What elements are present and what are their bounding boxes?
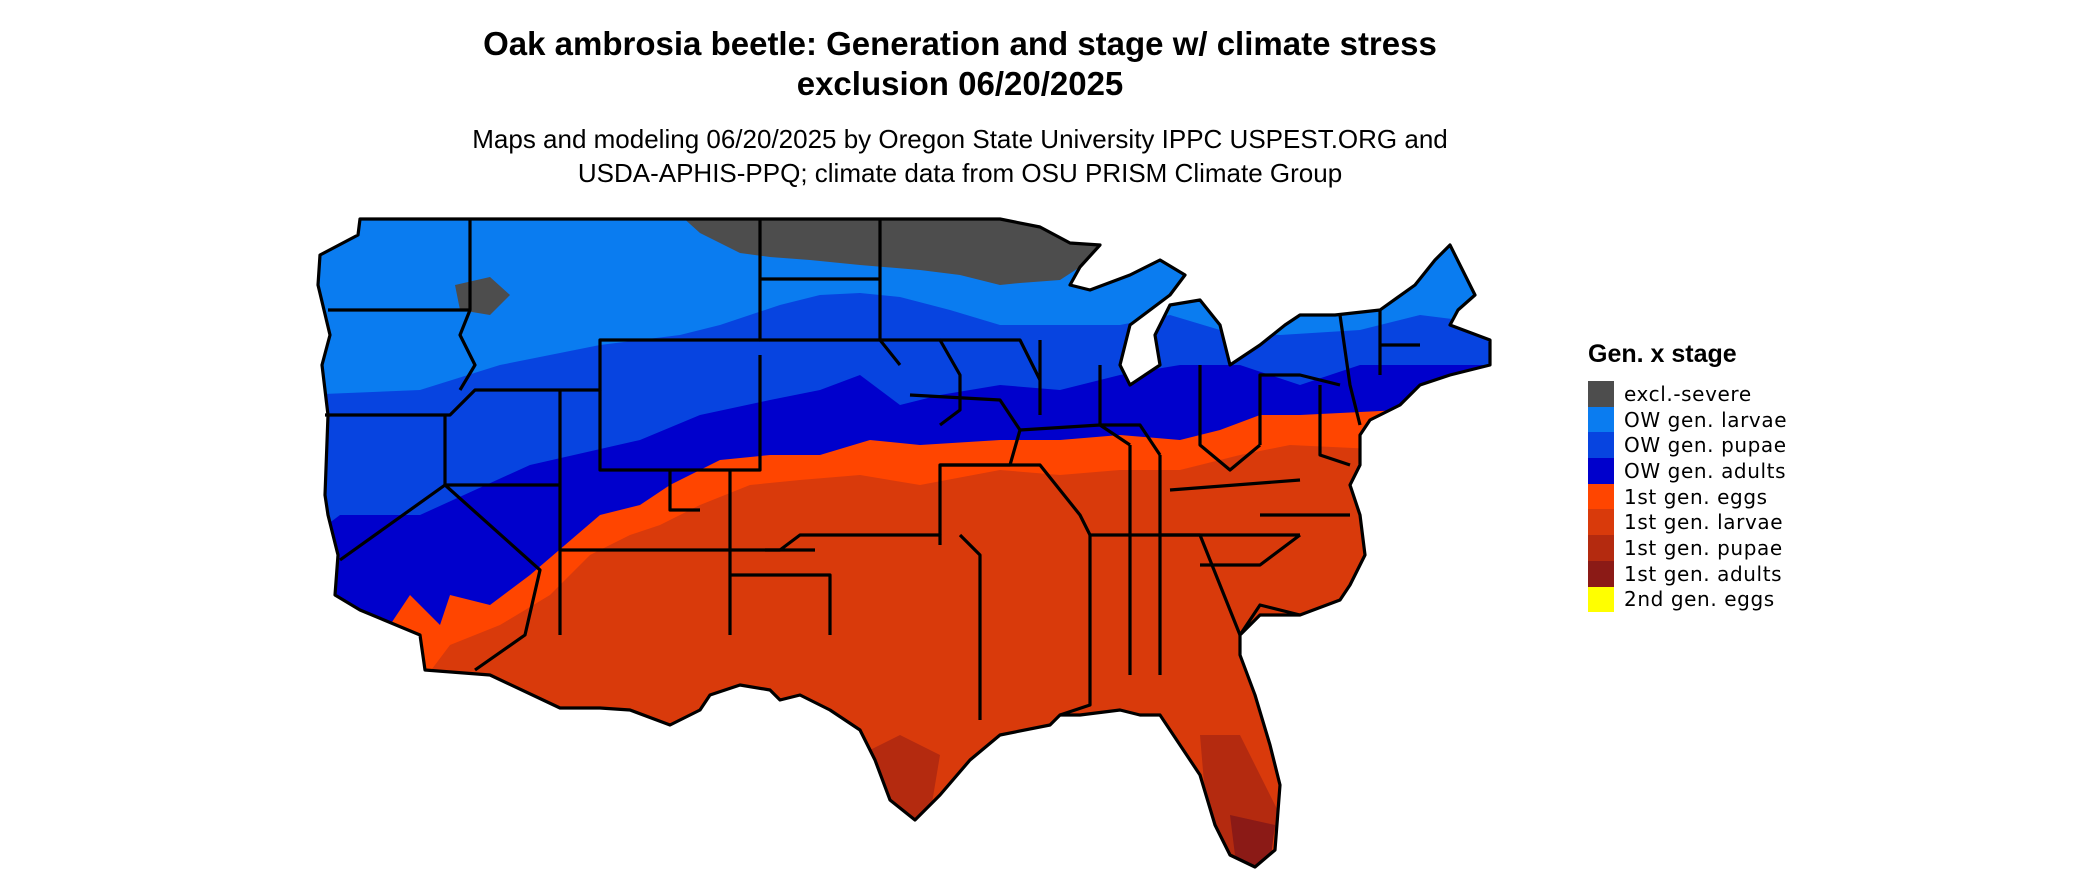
legend-items: excl.-severe OW gen. larvae OW gen. pupae O… [1588, 381, 1788, 613]
subtitle-line-1: Maps and modeling 06/20/2025 by Oregon S… [472, 124, 1448, 154]
legend-item: OW gen. pupae [1588, 432, 1787, 459]
legend-swatch [1588, 483, 1614, 510]
legend-swatch [1588, 535, 1614, 561]
legend-title: Gen. x stage [1588, 340, 1737, 368]
legend-item: 1st gen. larvae [1588, 509, 1787, 536]
map-legend: Gen. x stage excl.-severe OW gen. larvae O… [1588, 340, 1788, 613]
legend-item: 1st gen. adults [1588, 560, 1787, 587]
legend-swatch [1588, 432, 1614, 459]
map-subtitle: Maps and modeling 06/20/2025 by Oregon S… [300, 122, 1620, 190]
legend-swatch [1588, 560, 1614, 587]
legend-item: OW gen. larvae [1588, 406, 1788, 433]
subtitle-line-2: USDA-APHIS-PPQ; climate data from OSU PR… [577, 158, 1343, 188]
legend-item: excl.-severe [1588, 381, 1787, 407]
legend-item: 1st gen. pupae [1588, 535, 1787, 561]
zone-excl-severe [680, 219, 1100, 285]
legend-swatch [1588, 381, 1614, 407]
legend-label: 1st gen. eggs [1624, 484, 1768, 509]
legend-item: 1st gen. eggs [1588, 483, 1787, 510]
us-map [316, 217, 1492, 869]
legend-item: 2nd gen. eggs [1588, 586, 1787, 613]
title-line-1: Oak ambrosia beetle: Generation and stag… [483, 25, 1437, 62]
legend-label: 1st gen. adults [1624, 561, 1783, 586]
legend-label: 2nd gen. eggs [1624, 587, 1775, 612]
legend-item: OW gen. adults [1588, 458, 1787, 484]
legend-label: OW gen. pupae [1624, 433, 1787, 458]
legend-label: OW gen. adults [1624, 458, 1787, 483]
legend-label: OW gen. larvae [1624, 407, 1788, 432]
legend-swatch [1588, 509, 1614, 536]
legend-label: 1st gen. pupae [1624, 535, 1783, 560]
state-borders [316, 217, 1492, 869]
zone-1st-pupae [860, 735, 940, 835]
title-line-2: exclusion 06/20/2025 [796, 65, 1124, 102]
legend-label: 1st gen. larvae [1624, 510, 1784, 535]
legend-label: excl.-severe [1624, 381, 1752, 406]
legend-swatch [1588, 586, 1614, 613]
legend-swatch [1588, 406, 1614, 433]
legend-swatch [1588, 458, 1614, 484]
map-title: Oak ambrosia beetle: Generation and stag… [300, 24, 1620, 104]
